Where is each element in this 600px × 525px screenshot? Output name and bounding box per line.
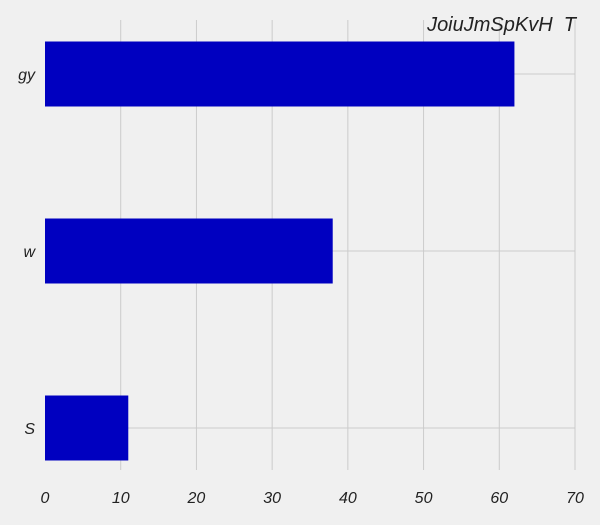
x-tick-label: 30 — [263, 490, 281, 507]
bar-gy — [45, 41, 515, 107]
chart-title: JoiuJmSpKvH T — [426, 14, 578, 36]
y-tick-label: gy — [18, 67, 36, 84]
bars — [45, 41, 515, 461]
bar-S — [45, 395, 129, 461]
x-axis-ticks: 0 10 20 30 40 50 60 70 — [41, 490, 584, 507]
y-tick-label: w — [23, 244, 36, 261]
y-axis-ticks: gy w S — [18, 67, 36, 438]
y-tick-label: S — [24, 421, 35, 438]
x-tick-label: 50 — [415, 490, 433, 507]
x-tick-label: 20 — [187, 490, 206, 507]
x-tick-label: 40 — [339, 490, 357, 507]
bar-w — [45, 218, 333, 284]
x-tick-label: 70 — [566, 490, 584, 507]
x-tick-label: 10 — [112, 490, 130, 507]
x-tick-label: 0 — [41, 490, 50, 507]
x-tick-label: 60 — [490, 490, 508, 507]
